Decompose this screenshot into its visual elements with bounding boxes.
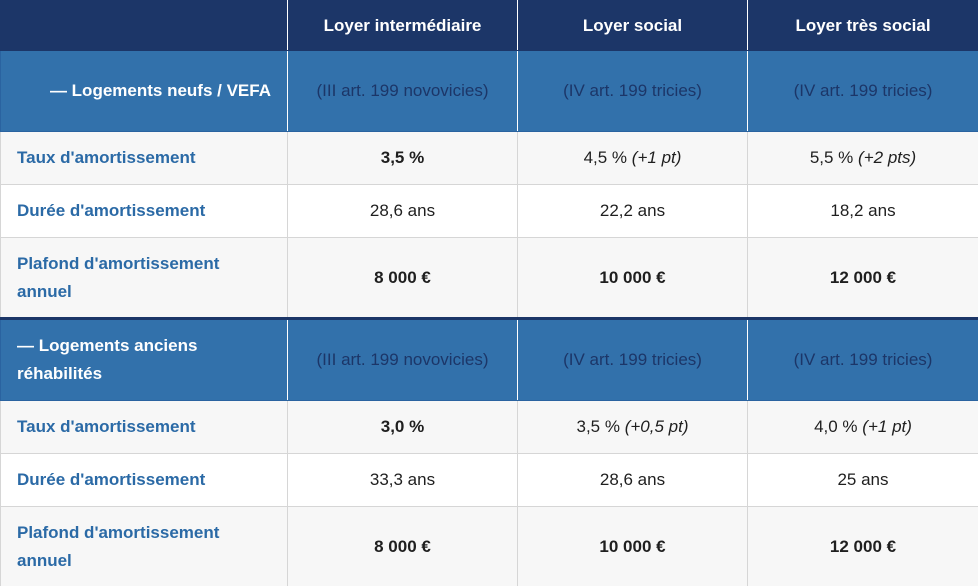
row-label: Taux d'amortissement xyxy=(0,400,288,454)
section-ref: (IV art. 199 tricies) xyxy=(517,50,748,132)
table-cell: 3,5 % (+0,5 pt) xyxy=(517,400,748,454)
table-row: Durée d'amortissement 28,6 ans 22,2 ans … xyxy=(0,184,978,238)
table-cell: 8 000 € xyxy=(287,506,518,586)
table-row: Taux d'amortissement 3,0 % 3,5 % (+0,5 p… xyxy=(0,400,978,454)
row-label: Plafond d'amortissement annuel xyxy=(0,237,288,319)
table-cell: 22,2 ans xyxy=(517,184,748,238)
table-cell: 3,0 % xyxy=(287,400,518,454)
table-cell: 25 ans xyxy=(747,453,978,507)
header-loyer-intermediaire: Loyer intermédiaire xyxy=(287,0,518,51)
row-label: Taux d'amortissement xyxy=(0,131,288,185)
section-label: — Logements neufs / VEFA xyxy=(0,50,288,132)
table-cell: 33,3 ans xyxy=(287,453,518,507)
header-loyer-tres-social: Loyer très social xyxy=(747,0,978,51)
table-row: Plafond d'amortissement annuel 8 000 € 1… xyxy=(0,506,978,586)
section-label-text: — Logements neufs / VEFA xyxy=(49,81,271,100)
section-row-neufs: — Logements neufs / VEFA (III art. 199 n… xyxy=(0,50,978,132)
table-cell: 5,5 % (+2 pts) xyxy=(747,131,978,185)
table-cell: 3,5 % xyxy=(287,131,518,185)
table-cell: 10 000 € xyxy=(517,506,748,586)
section-ref: (IV art. 199 tricies) xyxy=(747,317,978,401)
header-empty-cell xyxy=(0,0,288,51)
table-cell: 4,0 % (+1 pt) xyxy=(747,400,978,454)
row-label: Durée d'amortissement xyxy=(0,453,288,507)
table-cell: 12 000 € xyxy=(747,237,978,319)
table-cell: 18,2 ans xyxy=(747,184,978,238)
header-row: Loyer intermédiaire Loyer social Loyer t… xyxy=(0,0,978,51)
row-label: Durée d'amortissement xyxy=(0,184,288,238)
table-cell: 10 000 € xyxy=(517,237,748,319)
header-loyer-social: Loyer social xyxy=(517,0,748,51)
table-row: Plafond d'amortissement annuel 8 000 € 1… xyxy=(0,237,978,319)
section-ref: (IV art. 199 tricies) xyxy=(747,50,978,132)
table-cell: 28,6 ans xyxy=(287,184,518,238)
section-row-anciens: — Logements anciens réhabilités (III art… xyxy=(0,317,978,401)
table-cell: 4,5 % (+1 pt) xyxy=(517,131,748,185)
table-row: Taux d'amortissement 3,5 % 4,5 % (+1 pt)… xyxy=(0,131,978,185)
row-label: Plafond d'amortissement annuel xyxy=(0,506,288,586)
table-cell: 28,6 ans xyxy=(517,453,748,507)
section-ref: (III art. 199 novovicies) xyxy=(287,317,518,401)
table-row: Durée d'amortissement 33,3 ans 28,6 ans … xyxy=(0,453,978,507)
table-cell: 8 000 € xyxy=(287,237,518,319)
section-label: — Logements anciens réhabilités xyxy=(0,317,288,401)
section-ref: (III art. 199 novovicies) xyxy=(287,50,518,132)
table-cell: 12 000 € xyxy=(747,506,978,586)
section-ref: (IV art. 199 tricies) xyxy=(517,317,748,401)
